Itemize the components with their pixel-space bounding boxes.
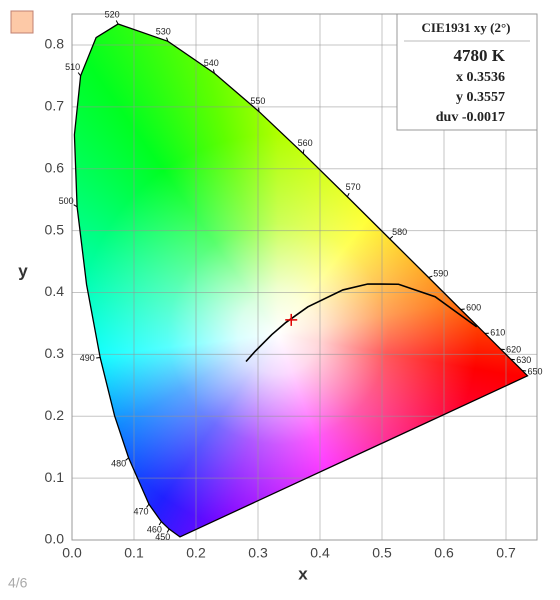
wavelength-tick: [212, 69, 215, 74]
wavelength-label: 450: [155, 532, 170, 542]
info-duv: duv -0.0017: [436, 110, 505, 125]
info-title: CIE1931 xy (2°): [422, 20, 511, 35]
wavelength-label: 530: [156, 26, 171, 36]
wavelength-tick: [166, 528, 170, 533]
wavelength-label: 570: [346, 182, 361, 192]
y-tick-label: 0.2: [45, 407, 65, 423]
x-tick-label: 0.4: [310, 545, 330, 561]
y-tick-label: 0.0: [45, 531, 65, 547]
wavelength-tick: [115, 20, 119, 25]
wavelength-label: 620: [506, 344, 521, 354]
wavelength-label: 520: [105, 10, 120, 20]
wavelength-tick: [166, 37, 169, 42]
y-tick-label: 0.6: [45, 159, 65, 175]
x-tick-label: 0.1: [124, 545, 144, 561]
wavelength-label: 590: [433, 268, 448, 278]
wavelength-label: 460: [147, 524, 162, 534]
wavelength-label: 470: [134, 507, 149, 517]
x-tick-label: 0.0: [62, 545, 82, 561]
wavelength-tick: [125, 457, 129, 461]
wavelength-label: 630: [516, 355, 531, 365]
wavelength-tick: [77, 72, 82, 77]
wavelength-label: 540: [204, 58, 219, 68]
info-box: [396, 13, 538, 131]
wavelength-label: 490: [80, 353, 95, 363]
y-tick-label: 0.4: [45, 283, 65, 299]
info-cct: 4780 K: [454, 46, 506, 65]
wavelength-tick: [146, 503, 150, 508]
y-tick-label: 0.7: [45, 98, 65, 114]
x-tick-label: 0.7: [496, 545, 516, 561]
y-axis-label: y: [18, 261, 28, 280]
x-tick-label: 0.3: [248, 545, 268, 561]
x-tick-label: 0.2: [186, 545, 206, 561]
wavelength-label: 560: [298, 138, 313, 148]
wavelength-tick: [73, 204, 78, 208]
y-tick-label: 0.5: [45, 221, 65, 237]
x-tick-label: 0.6: [434, 545, 454, 561]
wavelength-tick: [346, 192, 350, 197]
x-tick-label: 0.5: [372, 545, 392, 561]
y-tick-label: 0.1: [45, 469, 65, 485]
wavelength-label: 600: [466, 303, 481, 313]
planckian-locus: [245, 283, 478, 363]
wavelength-label: 580: [392, 227, 407, 237]
wavelength-label: 480: [111, 459, 126, 469]
wavelength-tick: [96, 356, 101, 359]
wavelength-label: 500: [59, 196, 74, 206]
wavelength-label: 510: [65, 62, 80, 72]
info-y: y 0.3557: [456, 90, 505, 105]
wavelength-tick: [389, 235, 394, 240]
info-x: x 0.3536: [456, 70, 505, 85]
x-axis-label: x: [298, 564, 308, 583]
wavelength-tick: [302, 149, 305, 154]
wavelength-tick: [158, 521, 162, 526]
y-tick-label: 0.3: [45, 345, 65, 361]
measured-point: [285, 313, 298, 326]
y-tick-label: 0.8: [45, 36, 65, 52]
wavelength-label: 550: [250, 96, 265, 106]
color-swatch: [10, 10, 34, 34]
page-indicator: 4/6: [8, 575, 28, 591]
wavelength-tick: [460, 308, 465, 310]
wavelength-tick: [428, 275, 433, 278]
wavelength-label: 650: [527, 366, 542, 376]
wavelength-tick: [522, 369, 527, 372]
plot-frame: [71, 13, 538, 541]
wavelength-label: 610: [490, 328, 505, 338]
